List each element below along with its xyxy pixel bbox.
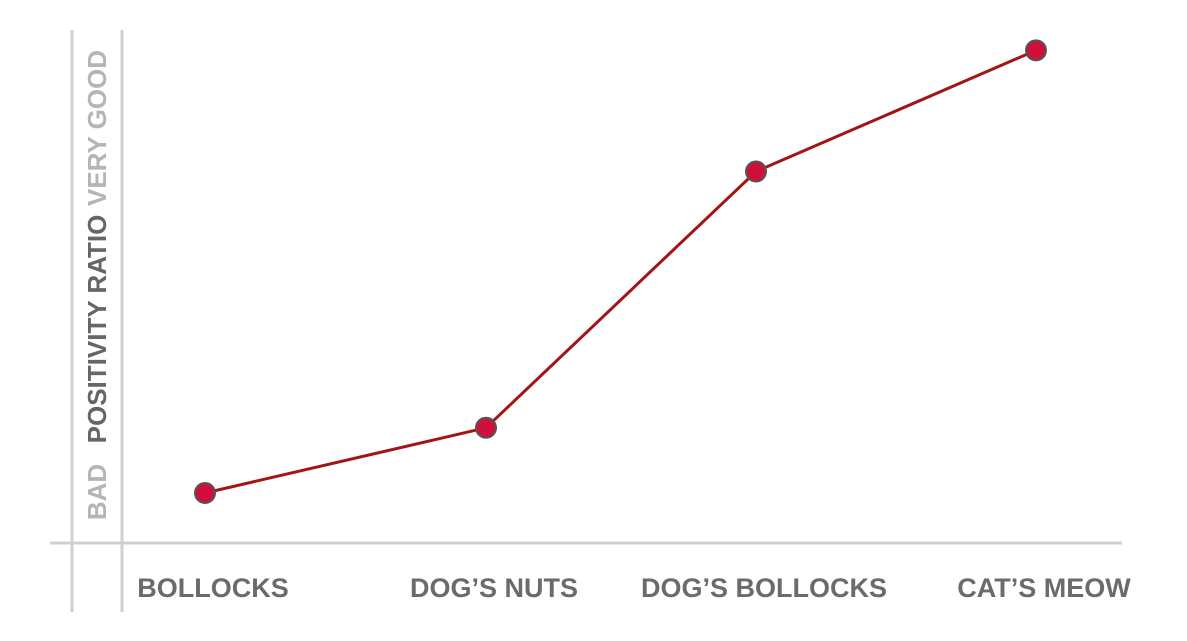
y-scale-low-label: BAD	[82, 464, 112, 520]
data-point	[476, 418, 496, 438]
x-tick-label: DOG’S NUTS	[410, 573, 578, 603]
x-tick-label: CAT’S MEOW	[957, 573, 1131, 603]
x-tick-label: DOG’S BOLLOCKS	[641, 573, 887, 603]
data-point	[1026, 40, 1046, 60]
data-point	[746, 161, 766, 181]
data-point	[195, 483, 215, 503]
y-scale-high-label: VERY GOOD	[82, 50, 112, 206]
x-tick-label: BOLLOCKS	[137, 573, 289, 603]
series-line	[205, 50, 1036, 493]
x-tick-labels: BOLLOCKS DOG’S NUTS DOG’S BOLLOCKS CAT’S ME…	[137, 573, 1131, 603]
series-group	[195, 40, 1046, 503]
y-axis-title: POSITIVITY RATIO	[82, 215, 112, 444]
